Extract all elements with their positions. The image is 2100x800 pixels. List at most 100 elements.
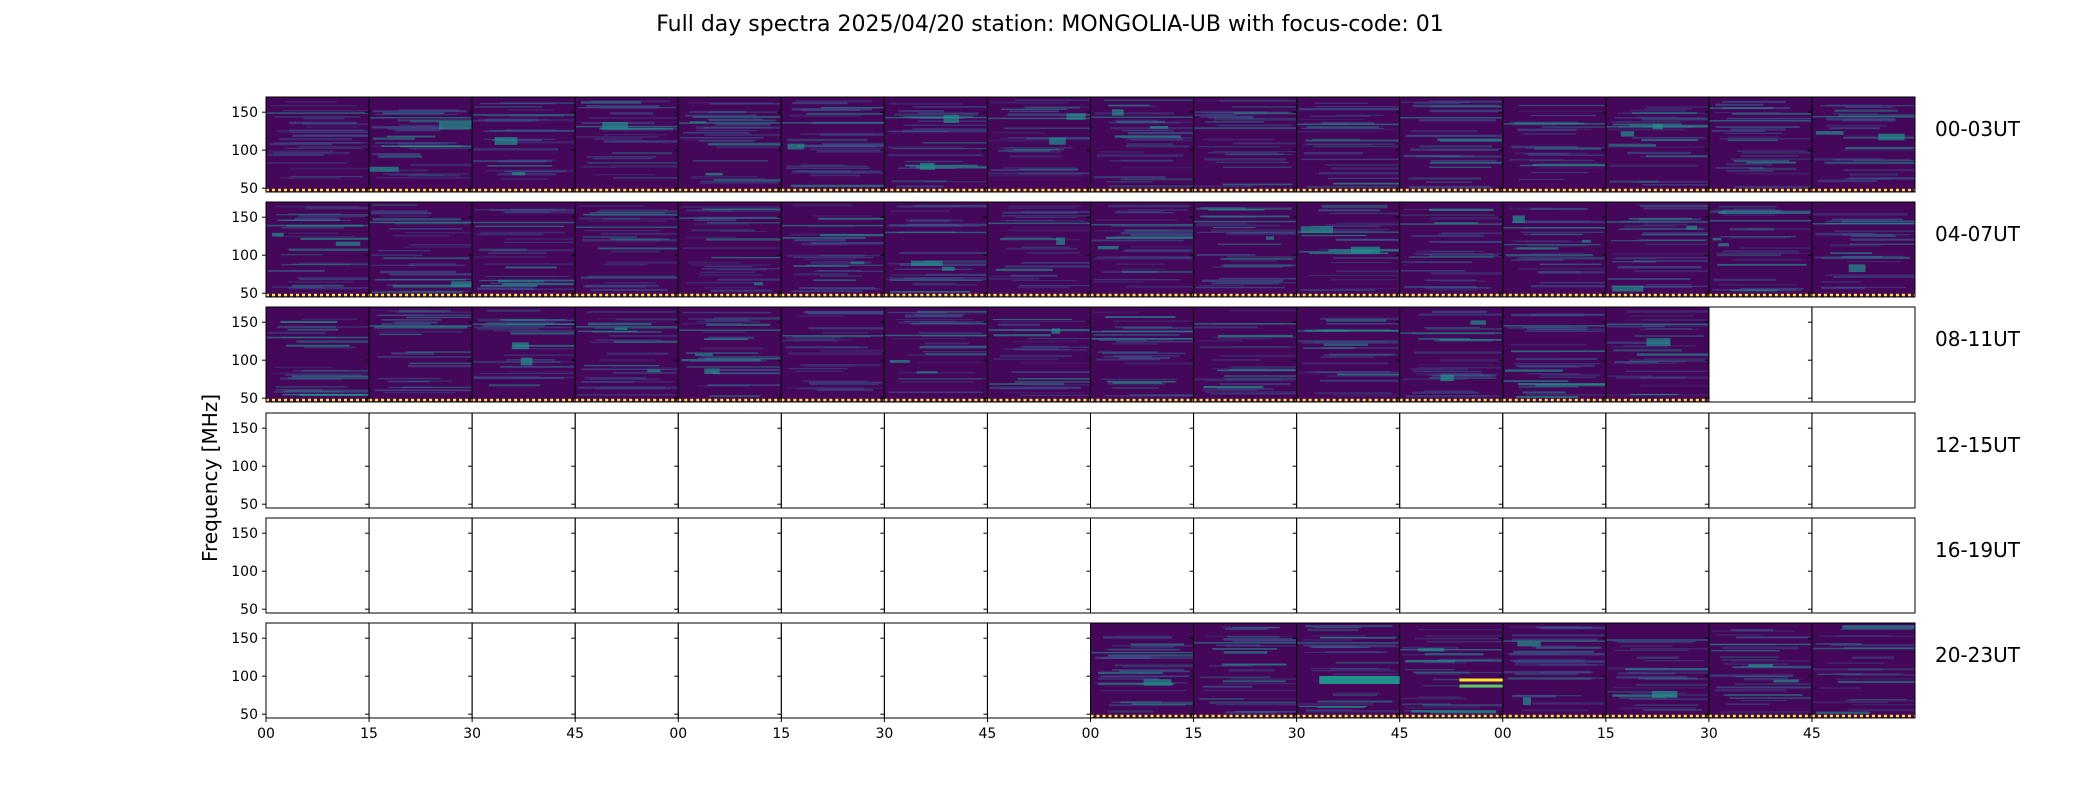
spectrum-band [1542, 374, 1601, 376]
panel-frame [1296, 517, 1401, 614]
spectrum-band [1231, 260, 1277, 262]
spectrum-band [1232, 106, 1297, 108]
spectrum-band [485, 120, 533, 122]
spectrum-band [903, 277, 988, 279]
spectrum-band [702, 330, 746, 333]
spectrum-band [1613, 687, 1706, 689]
spectrum-band [682, 311, 772, 314]
spectrum-band [1007, 136, 1091, 139]
spectrum-band [1310, 667, 1379, 670]
panel-frame [883, 622, 988, 719]
spectrum-band [1607, 277, 1691, 280]
spectrum-band [1619, 707, 1697, 710]
spectrum-band [695, 126, 782, 129]
spectrum-band [1113, 355, 1181, 357]
spectrum-band [296, 340, 370, 343]
spectrum-band [1130, 234, 1194, 237]
spectrum-band [1320, 317, 1400, 321]
y-tick-label: 100 [231, 669, 258, 685]
spectrum-band [1605, 325, 1665, 328]
spectrum-band [589, 117, 679, 119]
spectrum-band [288, 129, 365, 132]
spectrum-band [1124, 229, 1194, 232]
spectrum-band [399, 290, 473, 293]
spectrum-band [370, 212, 432, 215]
panel-frame [1605, 412, 1710, 509]
spectrum-band [925, 273, 988, 277]
spectrum-band [1852, 233, 1915, 236]
spectrum-band [1193, 642, 1297, 644]
spectrum-background [1708, 623, 1812, 718]
spectrum-band [398, 309, 451, 313]
spectrum-band [1608, 144, 1656, 147]
spectrum-band [1724, 132, 1783, 134]
spectrum-band [1296, 330, 1400, 332]
spectrum-band [1400, 697, 1467, 700]
spectrum-band [1114, 119, 1158, 122]
spectrum-band [805, 310, 885, 313]
spectrum-band [510, 348, 576, 350]
spectrum-band [1811, 223, 1915, 225]
spectrum-band [1121, 268, 1166, 270]
spectrum-band [884, 231, 988, 234]
spectrum-band [291, 131, 370, 134]
spectrum-band [1608, 128, 1685, 131]
spectrum-band [1615, 256, 1709, 259]
spectrum-band [1091, 337, 1193, 340]
spectrum-band [482, 324, 545, 327]
x-tick-label: 45 [979, 726, 997, 742]
spectrum-band [1335, 661, 1400, 664]
spectrum-band [1007, 207, 1076, 209]
spectrum-band [291, 375, 370, 378]
spectrum-band [785, 336, 841, 339]
spectrum-band [1112, 645, 1194, 647]
spectrum-band [1812, 668, 1882, 671]
spectrum-band [1203, 689, 1297, 691]
spectrum-band [303, 134, 366, 137]
spectrum-band [1233, 117, 1297, 120]
spectrum-band [813, 215, 872, 217]
spectrum-band [575, 226, 679, 228]
panel-frame [986, 622, 1091, 719]
spectrum-band [1122, 326, 1193, 330]
spectrum-band [1736, 636, 1812, 639]
spectrum-band [601, 380, 675, 383]
spectrum-band [1103, 99, 1194, 102]
spectrum-band [1736, 150, 1807, 152]
spectrum-band [801, 144, 885, 147]
spectrum-band [1195, 286, 1285, 289]
spectrum-band [306, 126, 360, 128]
spectrum-band [903, 124, 988, 126]
spectrum-band [602, 218, 679, 220]
spectrum-band [894, 113, 978, 116]
spectrum-band [1405, 134, 1503, 138]
spectrum-band [791, 290, 863, 292]
spectrum-band [1616, 112, 1709, 115]
spectrum-band [1023, 106, 1091, 108]
spectrum-band [1847, 708, 1915, 712]
spectrum-band [1333, 287, 1400, 290]
spectrum-band [575, 135, 659, 138]
spectrum-band [1626, 310, 1709, 313]
spectrum-band [901, 147, 988, 150]
spectrum-band [809, 383, 880, 385]
panel-frame [1708, 306, 1813, 403]
spectrum-burst [1056, 237, 1065, 245]
spectrum-band [1015, 216, 1078, 219]
spectrum-band [910, 323, 988, 325]
spectrum-band [678, 122, 782, 124]
spectrum-band [1416, 250, 1475, 253]
spectrum-band [288, 287, 370, 289]
spectrum-band [280, 253, 323, 256]
spectrum-band [806, 112, 883, 115]
spectrum-band [1430, 272, 1503, 275]
spectrum-band [590, 212, 666, 214]
spectrum-band [374, 142, 457, 144]
spectrum-band [505, 129, 557, 131]
spectrum-band [1399, 223, 1503, 225]
spectrum-band [269, 150, 333, 153]
spectrum-band [993, 357, 1059, 361]
spectrum-band [1227, 256, 1297, 259]
spectrum-band [1025, 252, 1080, 254]
spectrum-band [1115, 210, 1164, 213]
